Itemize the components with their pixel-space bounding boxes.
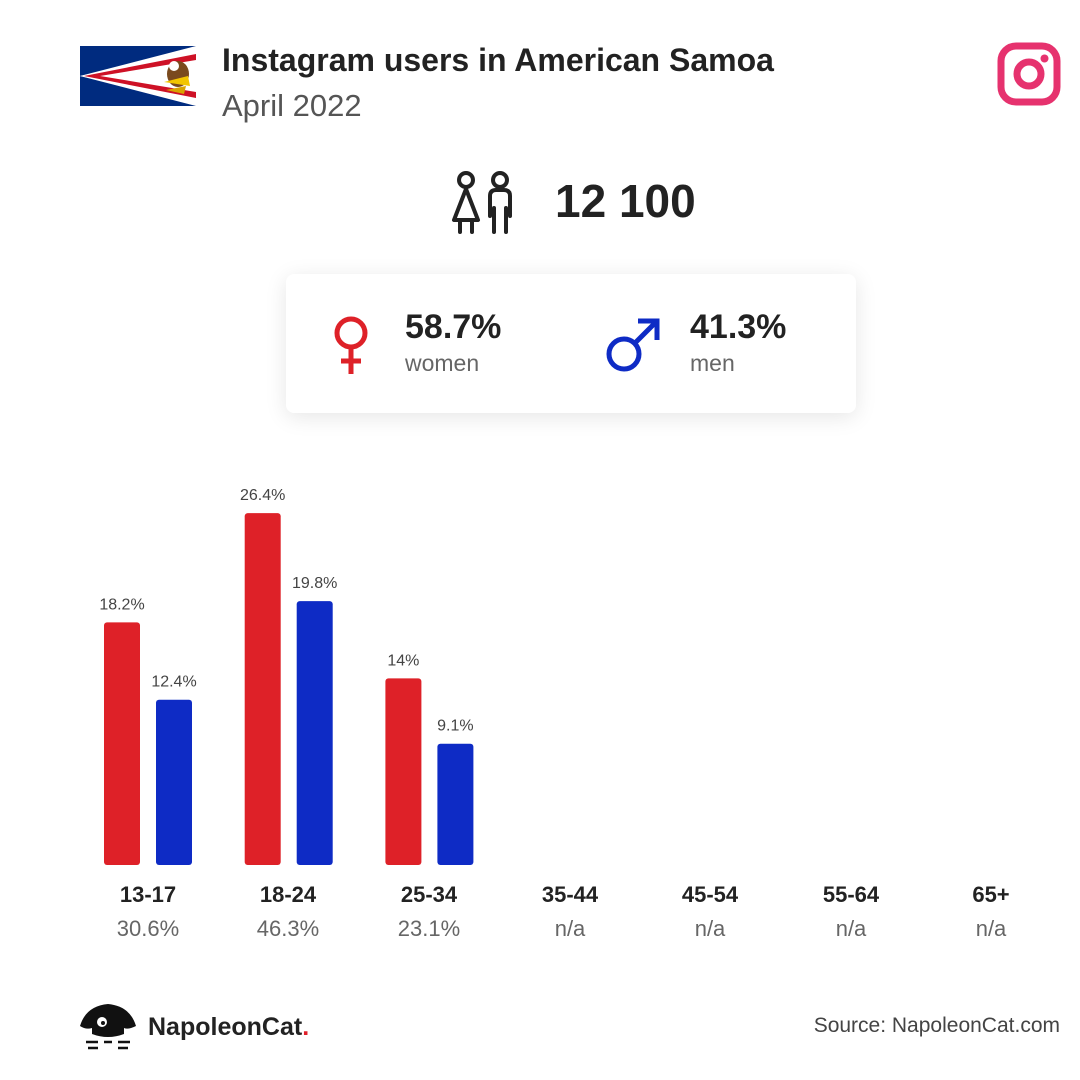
male-icon xyxy=(606,318,660,372)
age-group-label: 65+ xyxy=(972,882,1010,907)
gender-split-card: 58.7% women 41.3% men xyxy=(286,274,856,413)
age-group-35-44: 35-44 n/a xyxy=(500,882,640,942)
age-group-label: 18-24 xyxy=(259,882,317,907)
age-group-share: n/a xyxy=(835,916,867,941)
female-icon xyxy=(334,316,368,374)
users-icon xyxy=(452,171,512,234)
age-group-13-17: 13-17 30.6% xyxy=(78,882,218,942)
age-group-share: n/a xyxy=(554,916,586,941)
age-group-label: 25-34 xyxy=(400,882,458,907)
bar-value-label: 14% xyxy=(387,652,419,669)
bar-women-13-17 xyxy=(104,622,140,865)
age-group-label: 13-17 xyxy=(119,882,177,907)
age-group-share: n/a xyxy=(975,916,1007,941)
bar-value-label: 19.8% xyxy=(292,575,337,592)
age-group-45-54: 45-54 n/a xyxy=(640,882,780,942)
age-group-label: 45-54 xyxy=(681,882,739,907)
brand-name-text: NapoleonCat xyxy=(148,1013,303,1041)
age-group-share: n/a xyxy=(694,916,726,941)
men-label: men xyxy=(690,350,735,376)
age-group-18-24: 18-24 46.3% xyxy=(218,882,358,942)
bar-men-18-24 xyxy=(296,601,333,865)
women-label: women xyxy=(405,350,480,376)
instagram-icon xyxy=(997,42,1061,106)
age-group-label: 35-44 xyxy=(541,882,599,907)
bar-value-label: 18.2% xyxy=(99,596,144,613)
age-gender-bar-chart: 18.2% 12.4% 26.4% 19.8% 14% 9.1% xyxy=(99,487,474,865)
bar-value-label: 9.1% xyxy=(437,718,473,735)
bar-men-25-34 xyxy=(437,743,474,865)
age-group-65-plus: 65+ n/a xyxy=(921,882,1061,942)
age-group-share: 46.3% xyxy=(256,916,320,941)
page-title: Instagram users in American Samoa xyxy=(222,42,774,78)
brand-name: NapoleonCat. xyxy=(148,1013,309,1042)
age-group-55-64: 55-64 n/a xyxy=(781,882,921,942)
bar-value-label: 12.4% xyxy=(151,674,196,691)
age-group-label: 55-64 xyxy=(822,882,880,907)
age-group-25-34: 25-34 23.1% xyxy=(359,882,499,942)
women-percentage: 58.7% xyxy=(405,308,502,346)
page-subtitle: April 2022 xyxy=(222,88,362,123)
american-samoa-flag xyxy=(80,46,196,106)
bar-women-25-34 xyxy=(385,678,422,865)
bar-men-13-17 xyxy=(156,699,192,865)
total-users-value: 12 100 xyxy=(555,175,696,227)
age-group-share: 23.1% xyxy=(397,916,461,941)
bar-value-label: 26.4% xyxy=(240,487,285,504)
napoleoncat-logo-icon xyxy=(80,1004,136,1050)
men-percentage: 41.3% xyxy=(690,308,787,346)
brand-dot: . xyxy=(302,1013,310,1041)
bar-women-18-24 xyxy=(244,513,281,865)
age-group-share: 30.6% xyxy=(116,916,180,941)
source-credit: Source: NapoleonCat.com xyxy=(813,1014,1060,1037)
